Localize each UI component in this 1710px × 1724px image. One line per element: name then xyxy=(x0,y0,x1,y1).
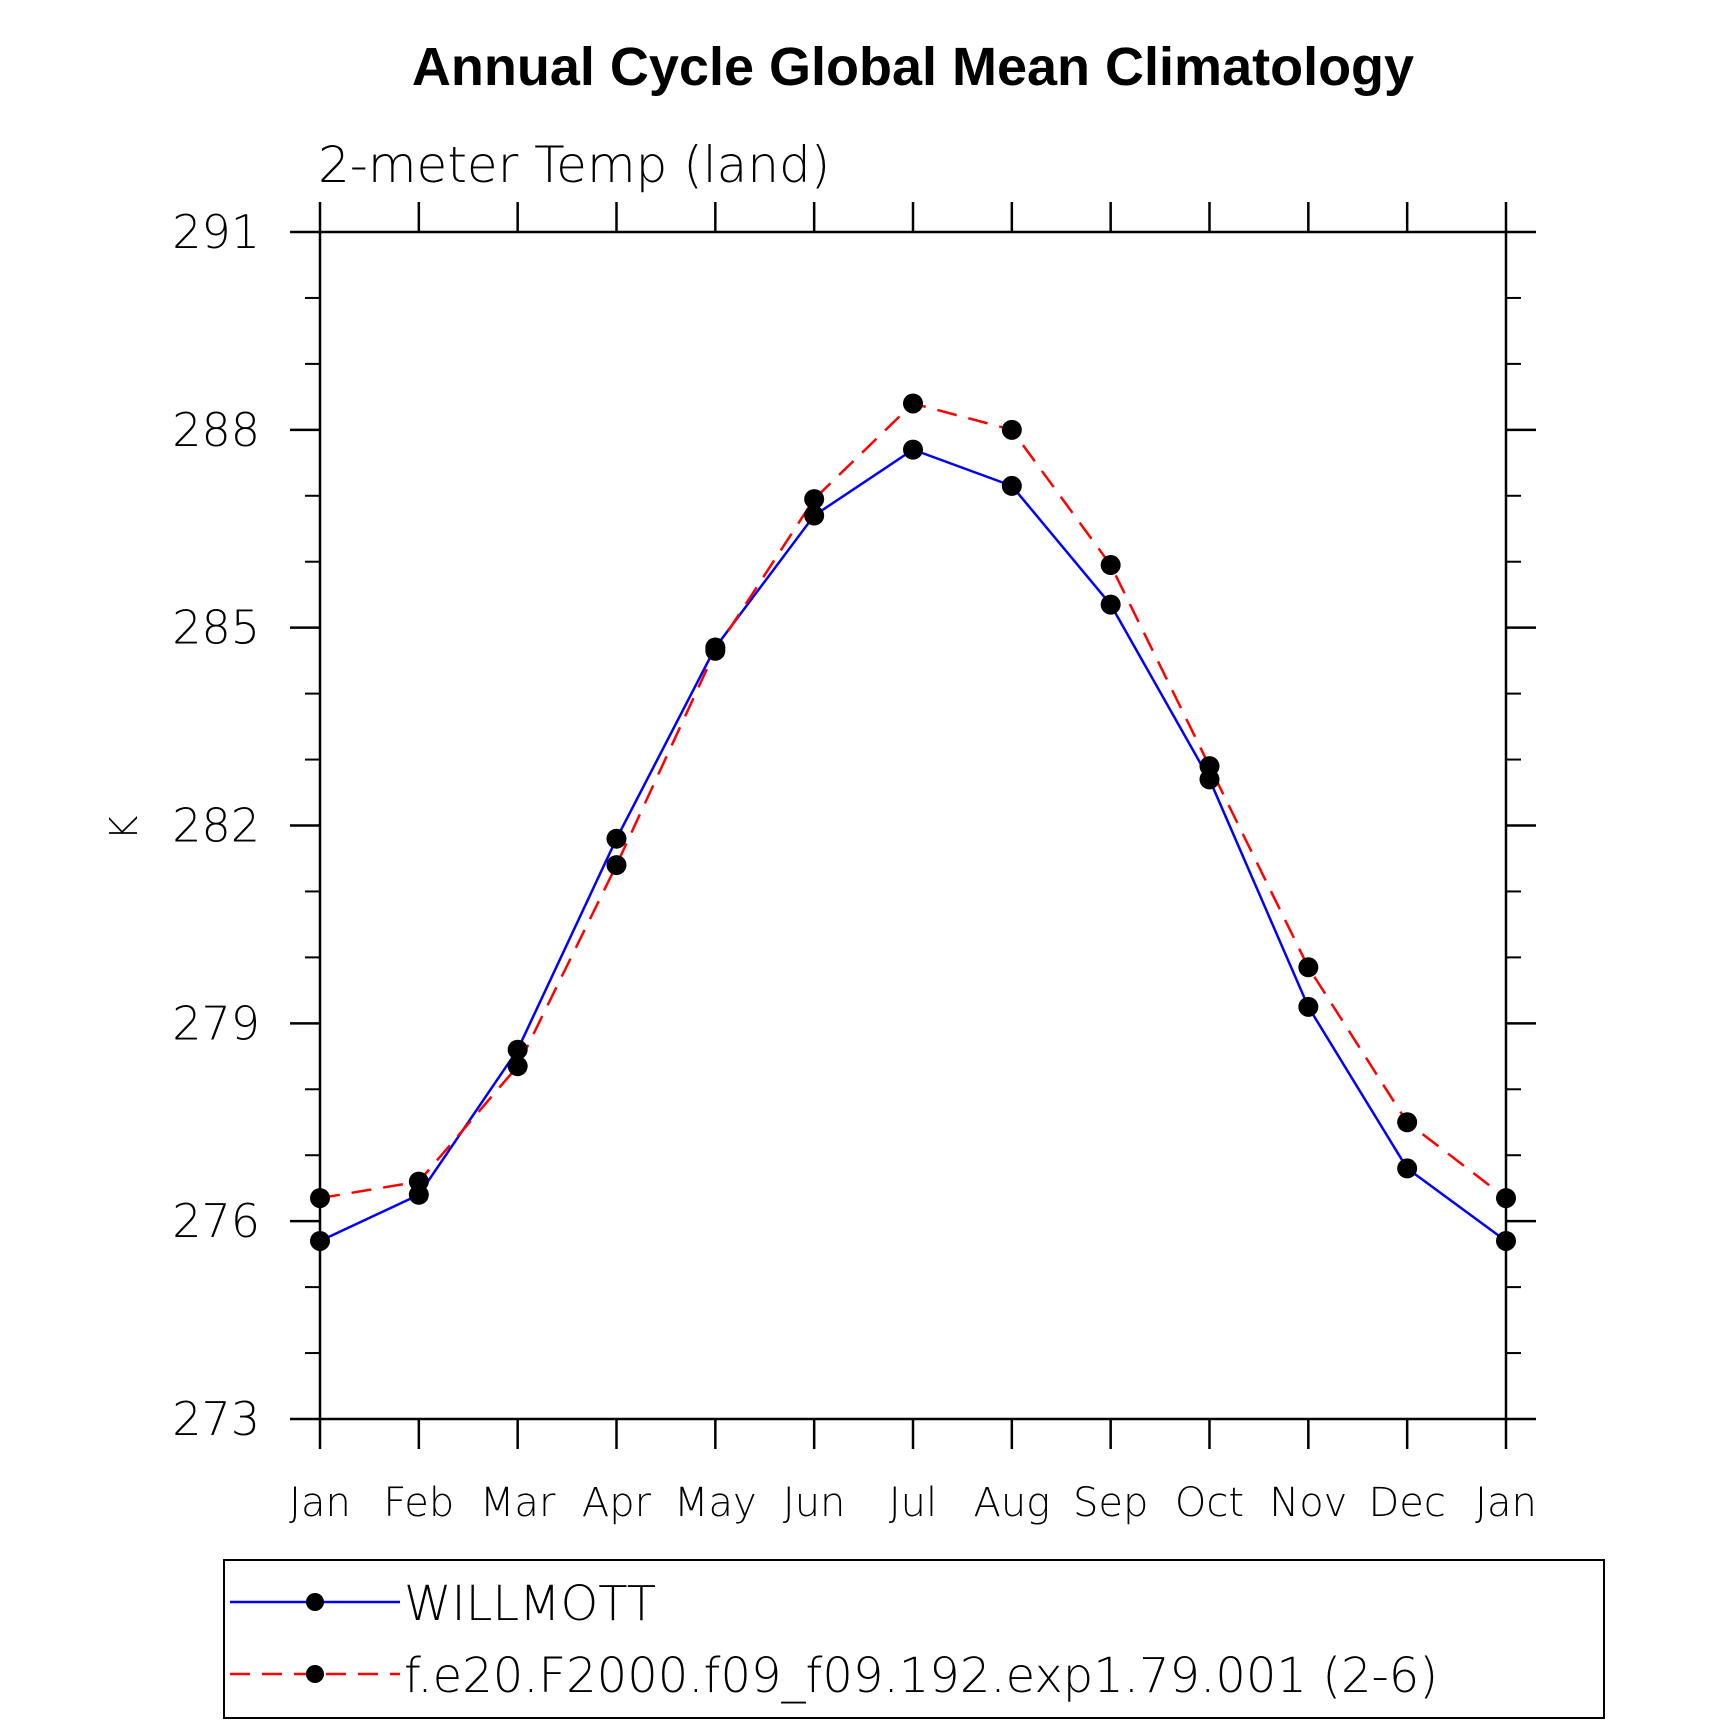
data-point-0 xyxy=(1298,996,1319,1017)
y-tick-label: 276 xyxy=(172,1194,260,1248)
x-tick-label: May xyxy=(674,1480,757,1526)
data-point-1 xyxy=(705,640,726,661)
data-point-0 xyxy=(1100,594,1121,615)
x-tick-label: Jan xyxy=(289,1480,351,1526)
x-tick-label: Jan xyxy=(1475,1480,1537,1526)
data-point-0 xyxy=(903,439,923,460)
legend-marker-model xyxy=(306,1665,324,1683)
x-tick-label: Aug xyxy=(973,1480,1050,1526)
data-point-1 xyxy=(903,393,923,414)
chart-subtitle: 2-meter Temp (land) xyxy=(318,136,830,194)
legend-label-willmott: WILLMOTT xyxy=(404,1576,656,1632)
legend-frame xyxy=(223,1559,1605,1719)
x-tick-label: Jul xyxy=(889,1480,937,1526)
data-point-1 xyxy=(1298,957,1319,978)
legend-label-model: f.e20.F2000.f09_f09.192.exp1.79.001 (2-6… xyxy=(404,1648,1438,1704)
data-point-1 xyxy=(1496,1188,1516,1209)
x-tick-label: Mar xyxy=(480,1480,556,1526)
data-point-0 xyxy=(310,1230,330,1251)
data-point-0 xyxy=(1397,1158,1418,1179)
data-point-1 xyxy=(1100,555,1121,576)
legend-marker-willmott xyxy=(306,1593,324,1611)
data-point-1 xyxy=(1397,1112,1418,1133)
y-tick-label: 282 xyxy=(172,799,260,853)
y-tick-label: 285 xyxy=(172,601,260,655)
data-point-0 xyxy=(606,828,627,849)
data-point-0 xyxy=(1001,475,1022,496)
y-tick-label: 288 xyxy=(172,403,260,457)
y-axis-label: K xyxy=(102,815,146,840)
y-tick-label: 279 xyxy=(172,996,260,1050)
x-tick-label: Nov xyxy=(1269,1480,1347,1526)
x-tick-label: Jun xyxy=(783,1480,846,1526)
chart-title: Annual Cycle Global Mean Climatology xyxy=(412,37,1414,97)
data-point-1 xyxy=(606,855,627,876)
x-tick-label: Apr xyxy=(582,1480,652,1526)
data-point-0 xyxy=(804,505,825,526)
data-point-0 xyxy=(507,1039,528,1060)
data-point-1 xyxy=(310,1188,330,1209)
series-line-0 xyxy=(319,448,1507,1243)
x-tick-label: Sep xyxy=(1073,1480,1148,1526)
plot-area: 273 276 279 282 285 288 291 Jan Feb Mar Apr May Jun J… xyxy=(172,202,1537,1526)
y-tick-label: 291 xyxy=(172,205,260,259)
x-tick-label: Dec xyxy=(1368,1480,1445,1526)
data-point-1 xyxy=(1199,756,1220,777)
data-point-1 xyxy=(1001,419,1022,440)
data-point-1 xyxy=(408,1171,429,1192)
legend: WILLMOTT f.e20.F2000.f09_f09.192.exp1.79… xyxy=(223,1559,1605,1719)
y-tick-label: 273 xyxy=(172,1392,260,1446)
data-point-1 xyxy=(804,489,825,510)
data-point-1 xyxy=(507,1056,528,1077)
data-point-0 xyxy=(1496,1230,1516,1251)
x-tick-label: Oct xyxy=(1175,1480,1244,1526)
x-tick-label: Feb xyxy=(383,1480,454,1526)
